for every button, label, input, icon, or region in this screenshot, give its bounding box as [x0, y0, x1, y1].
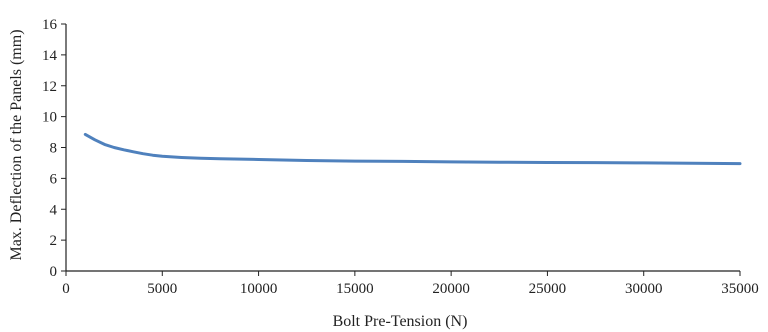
x-axis-title: Bolt Pre-Tension (N): [333, 313, 468, 330]
y-tick-label: 14: [42, 48, 58, 64]
y-tick-label: 6: [50, 171, 58, 187]
x-tick-label: 25000: [529, 281, 567, 297]
x-tick-label: 15000: [336, 281, 374, 297]
series-group: [83, 132, 742, 166]
x-tick-label: 30000: [625, 281, 663, 297]
series-line: [83, 132, 742, 166]
x-tick-label: 20000: [432, 281, 470, 297]
x-tick-label: 0: [62, 281, 70, 297]
x-tick-label: 10000: [240, 281, 278, 297]
x-tick-label: 5000: [147, 281, 177, 297]
y-tick-label: 10: [42, 110, 57, 126]
y-tick-label: 8: [50, 141, 58, 157]
y-tick-label: 2: [50, 233, 58, 249]
y-tick-label: 0: [50, 264, 58, 280]
y-tick-label: 16: [42, 17, 58, 33]
y-tick-label: 12: [42, 79, 57, 95]
y-axis-title: Max. Deflection of the Panels (mm): [8, 29, 25, 260]
axes: [65, 24, 740, 272]
tick-group: 0 2 4 6 8 10 12 14 16 0 5000 10000 15000 20000 25000 30…: [42, 17, 759, 297]
x-tick-label: 35000: [721, 281, 759, 297]
y-tick-label: 4: [50, 202, 58, 218]
